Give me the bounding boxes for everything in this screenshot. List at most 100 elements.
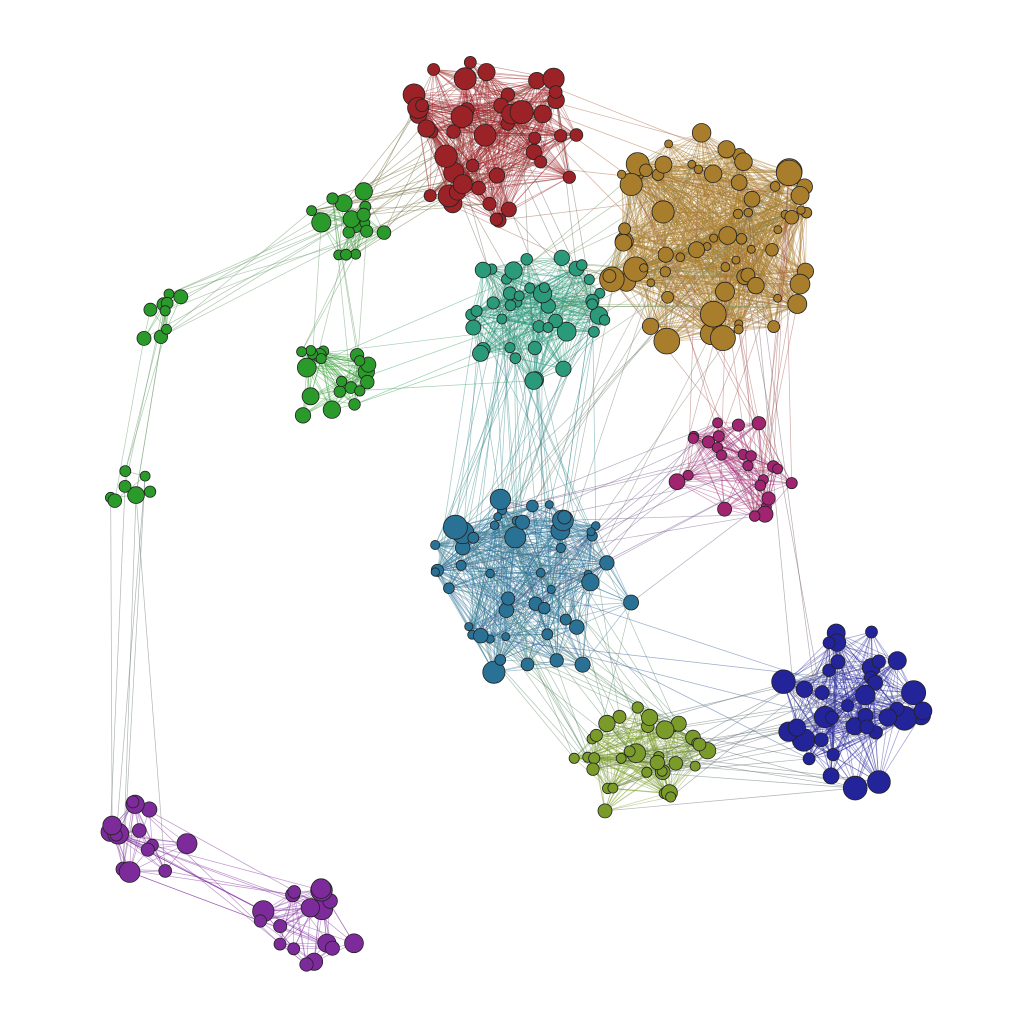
green-link-edge	[124, 329, 167, 472]
blue-edge	[505, 626, 577, 637]
gold-edge	[701, 132, 749, 213]
teal-node	[504, 261, 523, 280]
red-node	[533, 104, 552, 124]
purple-edge	[279, 894, 294, 945]
gold-edge	[611, 278, 795, 308]
magenta-edge	[687, 422, 760, 476]
blue-edge	[490, 572, 541, 574]
olive-node	[598, 714, 616, 733]
gold-edge	[724, 291, 798, 305]
navy-edge	[803, 739, 880, 783]
green-edge	[321, 358, 368, 383]
teal-edge	[491, 268, 536, 380]
gold-teal-edge	[561, 228, 625, 259]
red-edge	[498, 114, 512, 221]
blue-node	[581, 573, 600, 592]
green-link-edge	[160, 218, 352, 338]
navy-node	[878, 708, 898, 727]
green-link-edge	[143, 218, 352, 339]
olive-navy-edge	[673, 694, 866, 728]
gold-edge	[774, 186, 801, 285]
red-node	[528, 131, 542, 145]
gold-node	[661, 290, 674, 304]
magenta-node	[682, 469, 694, 481]
teal-blue-edge	[516, 368, 564, 521]
gold-edge	[667, 195, 801, 298]
olive-edge	[596, 735, 694, 738]
red-node	[488, 167, 506, 184]
teal-edge	[509, 279, 590, 348]
teal-edge	[509, 347, 564, 370]
olive-navy-edge	[592, 731, 789, 770]
gold-edge	[643, 248, 752, 269]
nodes-layer	[100, 56, 933, 972]
gold-edge	[645, 169, 786, 215]
teal-node	[539, 282, 550, 294]
blue-edge	[527, 619, 567, 665]
olive-edge	[591, 738, 671, 798]
gold-edge	[637, 164, 668, 342]
blue-edge	[522, 521, 607, 564]
blue-edge	[500, 659, 583, 665]
navy-edge	[828, 642, 866, 696]
red-edge	[489, 113, 544, 205]
red-edge	[495, 78, 554, 220]
gold-edge	[665, 254, 739, 330]
navy-edge	[824, 631, 872, 718]
red-edge	[431, 131, 570, 178]
gold-edge	[727, 235, 740, 325]
navy-edge	[878, 661, 898, 710]
gold-edge	[621, 174, 714, 315]
gold-edge	[737, 213, 745, 277]
red-edge	[486, 72, 500, 221]
teal-edge	[563, 279, 590, 369]
red-edge	[418, 99, 557, 116]
blue-node	[535, 567, 546, 578]
red-edge	[466, 109, 570, 178]
gold-node	[720, 262, 731, 272]
navy-node	[802, 752, 816, 766]
blue-edge	[471, 516, 499, 635]
blue-edge	[506, 530, 561, 611]
blue-edge	[471, 547, 562, 636]
blue-edge	[434, 544, 482, 636]
olive-edge	[594, 757, 647, 773]
teal-node	[588, 326, 600, 338]
navy-edge	[832, 661, 839, 755]
blue-edge	[493, 499, 501, 673]
gold-edge	[637, 148, 727, 165]
gold-edge	[738, 182, 775, 327]
blue-edge	[473, 537, 589, 575]
gold-blue-edge	[532, 282, 652, 507]
navy-edge	[832, 660, 898, 755]
blue-node	[443, 582, 455, 594]
olive-edge	[596, 735, 670, 793]
blue-edge	[468, 530, 561, 627]
navy-edge	[871, 667, 922, 716]
gold-edge	[667, 217, 792, 298]
red-green-edge	[383, 155, 447, 233]
teal-edge	[510, 305, 564, 370]
gold-edge	[657, 174, 774, 327]
teal-edge	[480, 257, 563, 354]
navy-edge	[854, 717, 889, 789]
blue-olive-edge	[480, 635, 630, 752]
navy-node	[865, 625, 878, 639]
gold-node	[747, 276, 765, 295]
magenta-edge	[676, 441, 709, 482]
red-edge	[421, 105, 498, 176]
gold-edge	[805, 212, 807, 272]
green-node	[173, 289, 189, 305]
olive-node	[589, 728, 603, 742]
magenta-node	[731, 418, 745, 432]
gold-edge	[650, 186, 805, 327]
gold-node	[732, 208, 744, 219]
purple-node	[102, 815, 122, 836]
teal-edge	[515, 287, 531, 359]
green-node	[136, 330, 152, 346]
purple-edge	[260, 920, 315, 962]
red-edge	[462, 134, 577, 185]
blue-olive-edge	[480, 635, 679, 725]
gold-edge	[679, 154, 740, 258]
red-node	[500, 87, 516, 102]
